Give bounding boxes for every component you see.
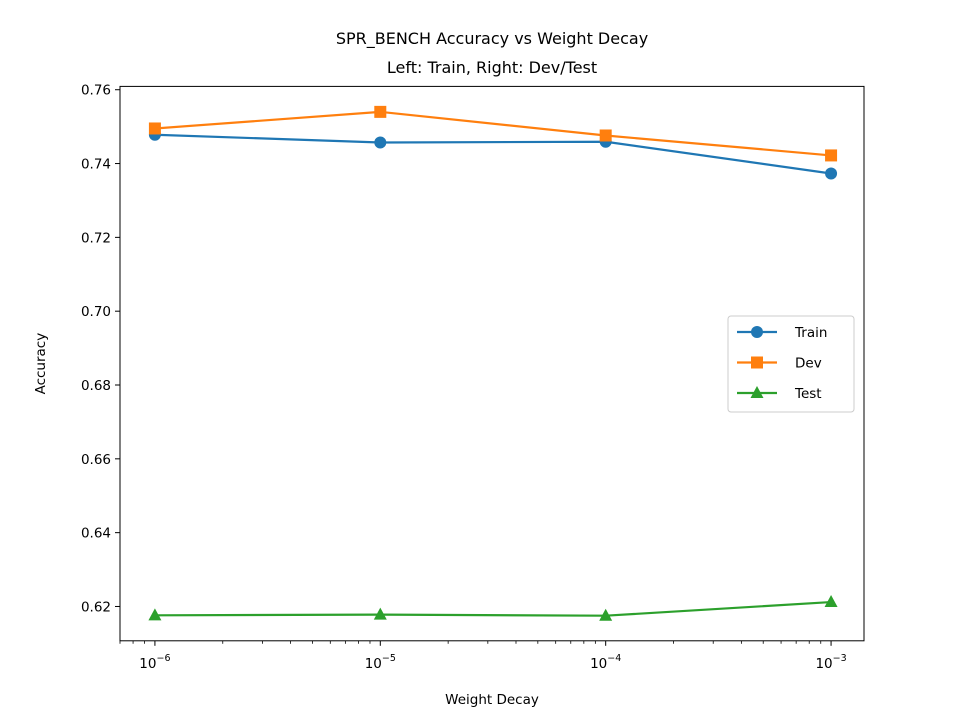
legend-item-train: Train [737, 325, 827, 341]
data-point [148, 608, 162, 621]
x-tick-label: 10−5 [365, 653, 396, 672]
plot-area [148, 105, 838, 621]
x-tick-label: 10−4 [590, 653, 621, 672]
plot-frame [119, 85, 865, 642]
data-point [374, 105, 387, 118]
x-tick-label: 10−3 [815, 653, 846, 672]
legend-box [727, 315, 855, 413]
series-line [154, 133, 832, 175]
legend-marker [750, 386, 764, 398]
y-tick-label: 0.74 [81, 157, 111, 173]
y-tick-label: 0.72 [81, 230, 111, 246]
series-test [148, 595, 838, 621]
x-axis: 10−6 10−5 10−4 10−3 [119, 640, 847, 672]
legend: Train Dev Test [727, 315, 855, 413]
legend-marker [751, 356, 763, 369]
y-axis: 0.62 0.64 0.66 0.68 0.70 0.72 0.74 0.76 [81, 83, 120, 615]
data-point [824, 595, 838, 608]
y-tick-label: 0.70 [81, 304, 111, 320]
data-point [825, 149, 838, 162]
data-point [374, 136, 387, 149]
data-point [599, 129, 612, 142]
series-train [148, 128, 838, 180]
data-point [825, 167, 838, 180]
y-axis-label: Accuracy [33, 333, 49, 395]
legend-label: Test [794, 386, 822, 402]
legend-marker [751, 326, 763, 338]
data-point [599, 608, 613, 621]
legend-label: Dev [795, 356, 822, 372]
legend-item-test: Test [737, 386, 822, 402]
y-tick-label: 0.64 [81, 526, 111, 542]
series-line [154, 110, 832, 157]
legend-label: Train [794, 325, 827, 341]
y-tick-label: 0.76 [81, 83, 111, 99]
chart-title: SPR_BENCH Accuracy vs Weight Decay [336, 29, 648, 49]
chart-subtitle: Left: Train, Right: Dev/Test [387, 58, 597, 77]
series-line [154, 600, 832, 617]
y-tick-label: 0.68 [81, 378, 111, 394]
data-point [373, 607, 387, 620]
series-dev [148, 105, 838, 162]
data-point [148, 122, 161, 135]
x-axis-label: Weight Decay [445, 692, 539, 708]
y-tick-label: 0.62 [81, 599, 111, 615]
x-tick-label: 10−6 [139, 653, 170, 672]
y-tick-label: 0.66 [81, 452, 111, 468]
legend-item-dev: Dev [737, 356, 822, 372]
